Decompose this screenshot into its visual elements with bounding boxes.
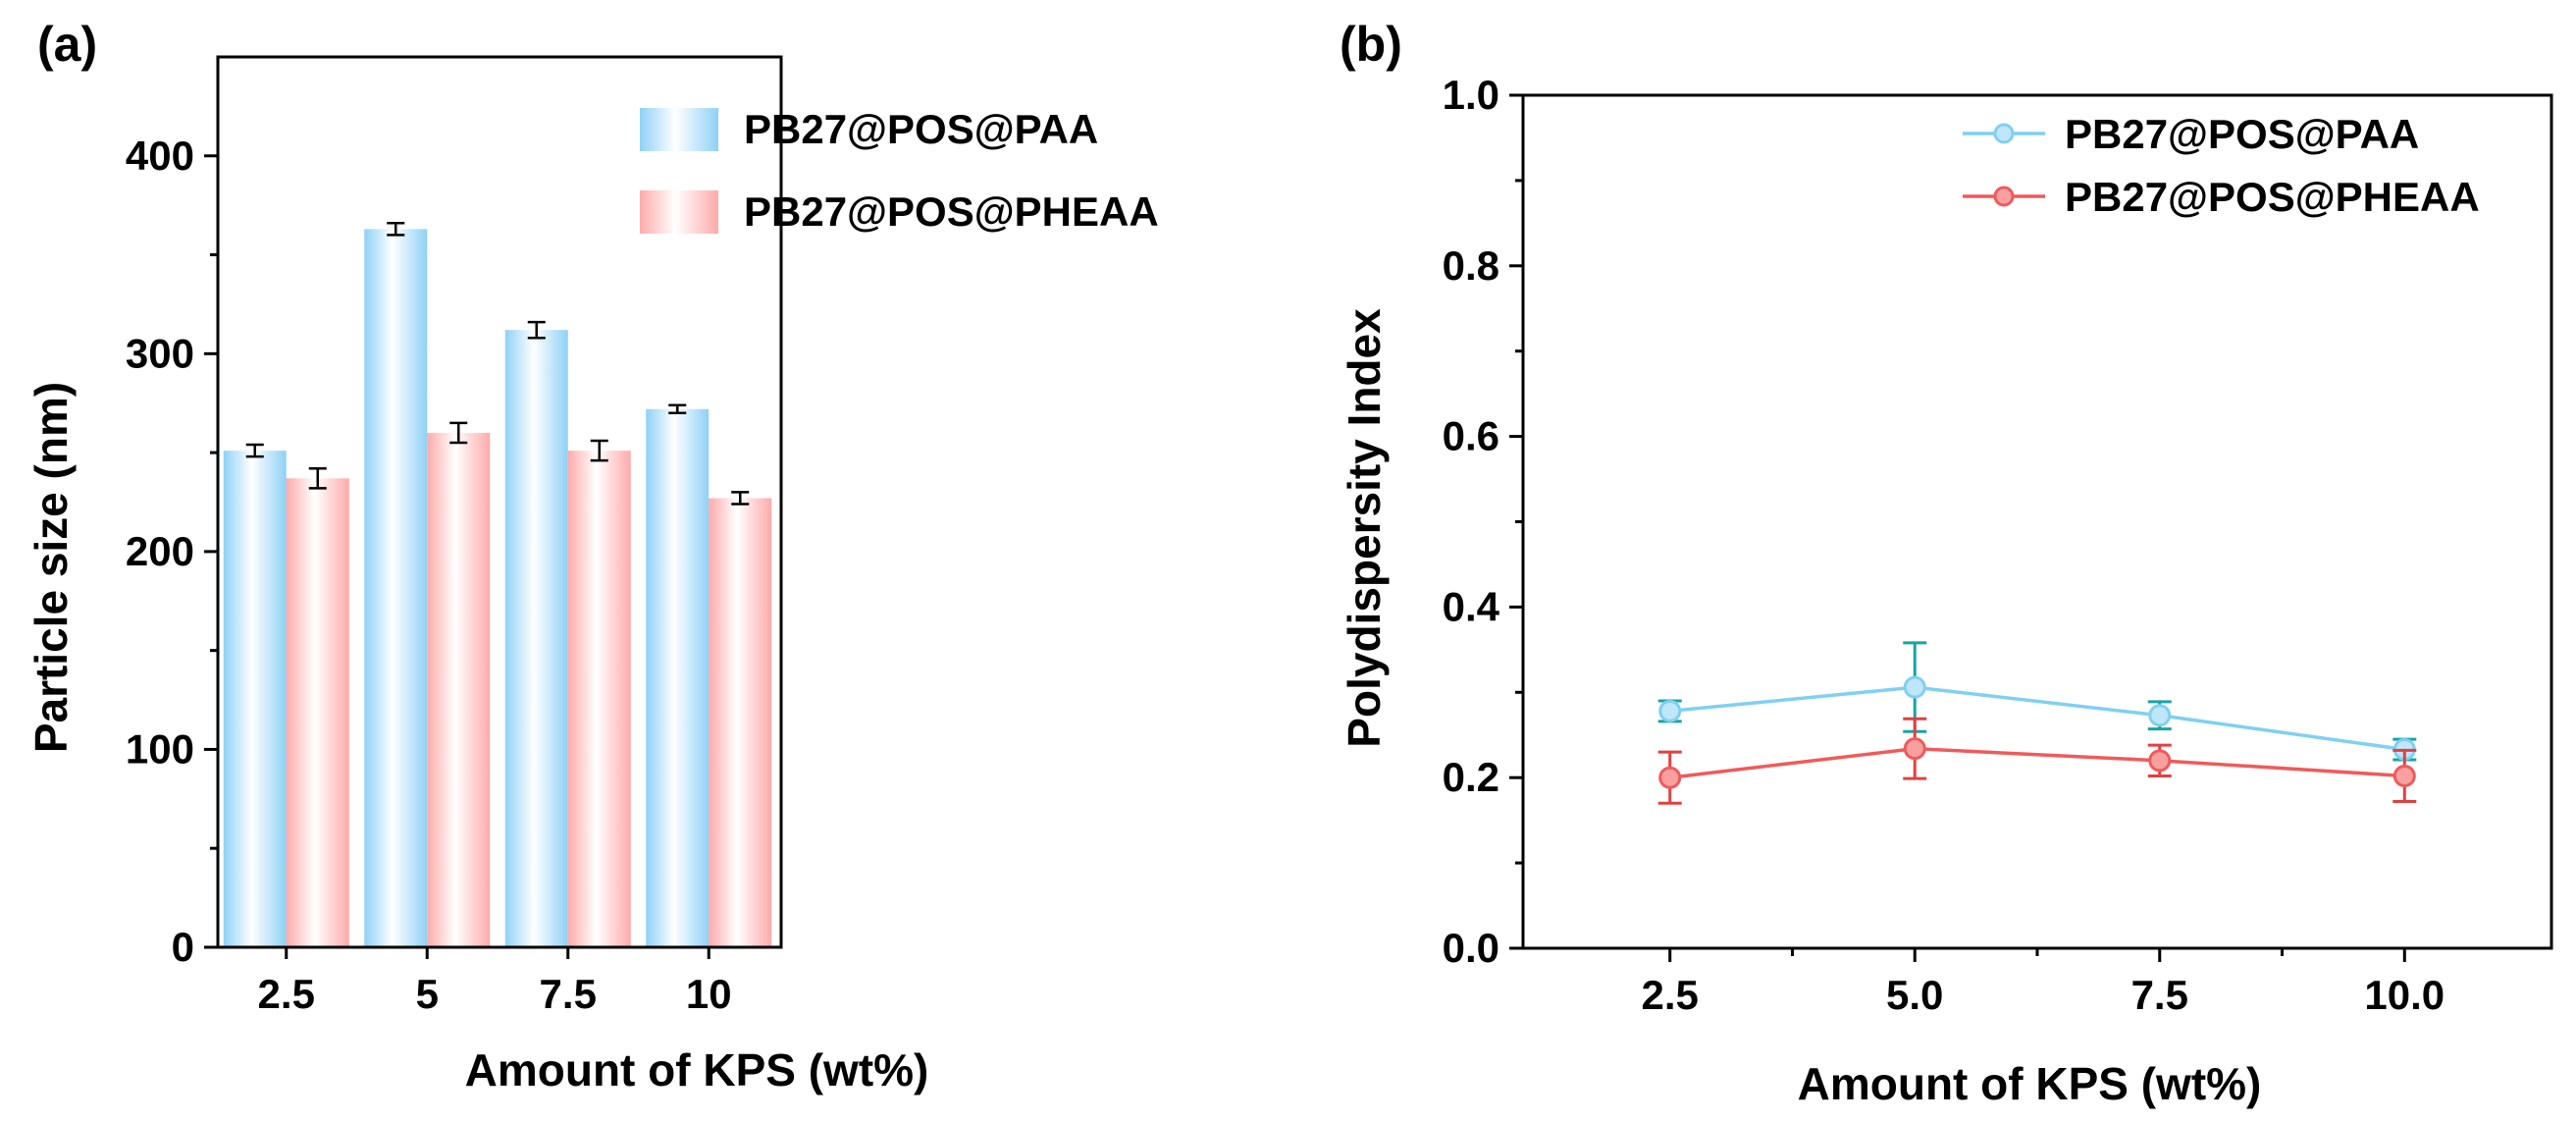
panel-b-legend-label-1: PB27@POS@PHEAA: [2065, 174, 2480, 220]
panel-a-xtick-label-1: 5: [416, 971, 439, 1017]
panel-a-legend-swatch-0: [640, 108, 718, 151]
panel-a-ylabel: Particle size (nm): [26, 382, 77, 753]
panel-b-ytick-label-0: 0.0: [1443, 925, 1499, 971]
panel-a: (a) 0 100 200 300 400 2.5 5 7.5 10 Particle size…: [26, 17, 1159, 1095]
panel-a-xtick-label-0: 2.5: [258, 971, 315, 1017]
panel-b-legend-label-0: PB27@POS@PAA: [2065, 111, 2419, 157]
panel-a-legend-swatch-1: [640, 190, 718, 234]
panel-b-ytick-label-4: 0.8: [1443, 242, 1499, 289]
panel-b-line-1: [1669, 746, 2405, 779]
panel-b-axes: 0.0 0.2 0.4 0.6 0.8 1.0 2.5 5.0 7.5 10.0: [1443, 72, 2553, 1018]
bar-0-1: [364, 229, 428, 947]
panel-b: (b) 0.0 0.2 0.4 0.6 0.8 1.0 2.5 5.0 7.5 10.0 Poly…: [1339, 17, 2553, 1109]
panel-b-legend-marker-0: [1993, 123, 2015, 144]
panel-b-xlabel: Amount of KPS (wt%): [1798, 1058, 2262, 1109]
bar-0-0: [223, 451, 287, 947]
panel-a-xlabel: Amount of KPS (wt%): [465, 1044, 929, 1095]
panel-a-frame: [216, 55, 783, 949]
bar-1-1: [427, 432, 491, 947]
bar-1-0: [286, 478, 349, 947]
panel-a-xtick-label-2: 7.5: [540, 971, 597, 1017]
panel-b-point-1-1: [1903, 737, 1926, 761]
bar-0-2: [504, 330, 568, 947]
panel-b-point-0-2: [2148, 704, 2172, 727]
panel-b-series: [1657, 641, 2417, 805]
panel-b-ylabel: Polydispersity Index: [1339, 308, 1390, 748]
panel-a-ytick-label-2: 200: [126, 528, 194, 574]
panel-a-axes: 0 100 200 300 400 2.5 5 7.5 10: [126, 55, 783, 1017]
panel-b-point-1-2: [2148, 749, 2172, 773]
panel-b-point-1-0: [1658, 766, 1682, 789]
panel-b-point-0-0: [1658, 699, 1682, 722]
panel-a-ytick-label-1: 100: [126, 725, 194, 772]
panel-a-bars: [223, 222, 772, 947]
panel-b-point-1-3: [2392, 764, 2416, 787]
panel-b-ytick-label-2: 0.4: [1443, 583, 1500, 629]
bar-1-2: [567, 451, 631, 947]
panel-b-legend-marker-1: [1993, 186, 2015, 207]
panel-a-legend: PB27@POS@PAA PB27@POS@PHEAA: [640, 106, 1159, 235]
panel-b-label: (b): [1340, 17, 1402, 72]
panel-a-ytick-label-3: 300: [126, 330, 194, 376]
panel-a-ytick-label-0: 0: [172, 924, 194, 970]
panel-b-xtick-label-1: 5.0: [1886, 972, 1943, 1018]
panel-b-frame: [1521, 93, 2553, 950]
panel-b-point-0-1: [1903, 675, 1926, 699]
panel-b-xtick-label-0: 2.5: [1642, 972, 1699, 1018]
panel-a-xtick-label-3: 10: [686, 971, 732, 1017]
panel-b-legend: PB27@POS@PAA PB27@POS@PHEAA: [1963, 111, 2480, 220]
bar-1-3: [709, 498, 772, 947]
panel-a-legend-label-0: PB27@POS@PAA: [744, 106, 1098, 152]
panel-b-ytick-label-3: 0.6: [1443, 413, 1499, 459]
panel-b-ytick-label-1: 0.2: [1443, 754, 1499, 800]
bar-0-3: [646, 408, 710, 947]
panel-b-xtick-label-3: 10.0: [2364, 972, 2445, 1018]
panel-a-legend-label-1: PB27@POS@PHEAA: [744, 188, 1159, 235]
panel-b-ytick-label-5: 1.0: [1443, 72, 1499, 118]
panel-b-line-0: [1669, 685, 2405, 752]
panel-a-label: (a): [37, 17, 97, 72]
panel-b-xtick-label-2: 7.5: [2131, 972, 2188, 1018]
panel-a-ytick-label-4: 400: [126, 133, 194, 179]
